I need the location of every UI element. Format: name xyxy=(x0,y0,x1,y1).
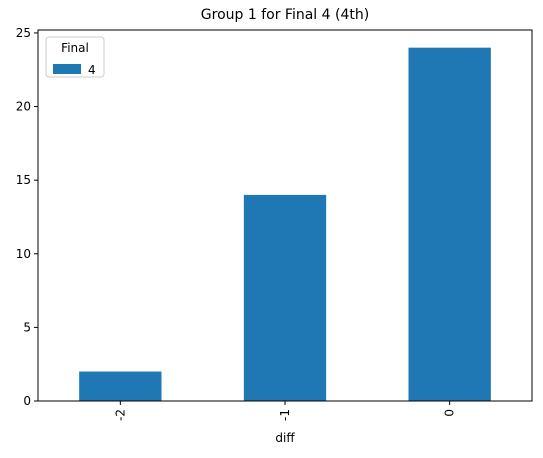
chart-title: Group 1 for Final 4 (4th) xyxy=(201,7,369,23)
x-tick-label: -2 xyxy=(113,409,127,421)
y-tick-label: 15 xyxy=(16,173,31,187)
y-tick-label: 20 xyxy=(16,100,31,114)
bar xyxy=(408,47,491,402)
legend-swatch xyxy=(53,64,81,74)
legend-title: Final xyxy=(61,41,89,55)
legend-label: 4 xyxy=(88,63,96,77)
axes-frame xyxy=(37,29,533,402)
x-tick-label: -1 xyxy=(278,409,292,421)
y-tick-label: 5 xyxy=(23,320,31,334)
x-axis-label: diff xyxy=(275,431,295,445)
bar xyxy=(243,194,327,401)
x-tick-label: 0 xyxy=(443,409,457,417)
y-tick-label: 0 xyxy=(23,394,31,408)
y-tick-label: 25 xyxy=(16,26,31,40)
bar xyxy=(79,371,162,401)
y-tick-label: 10 xyxy=(16,247,31,261)
